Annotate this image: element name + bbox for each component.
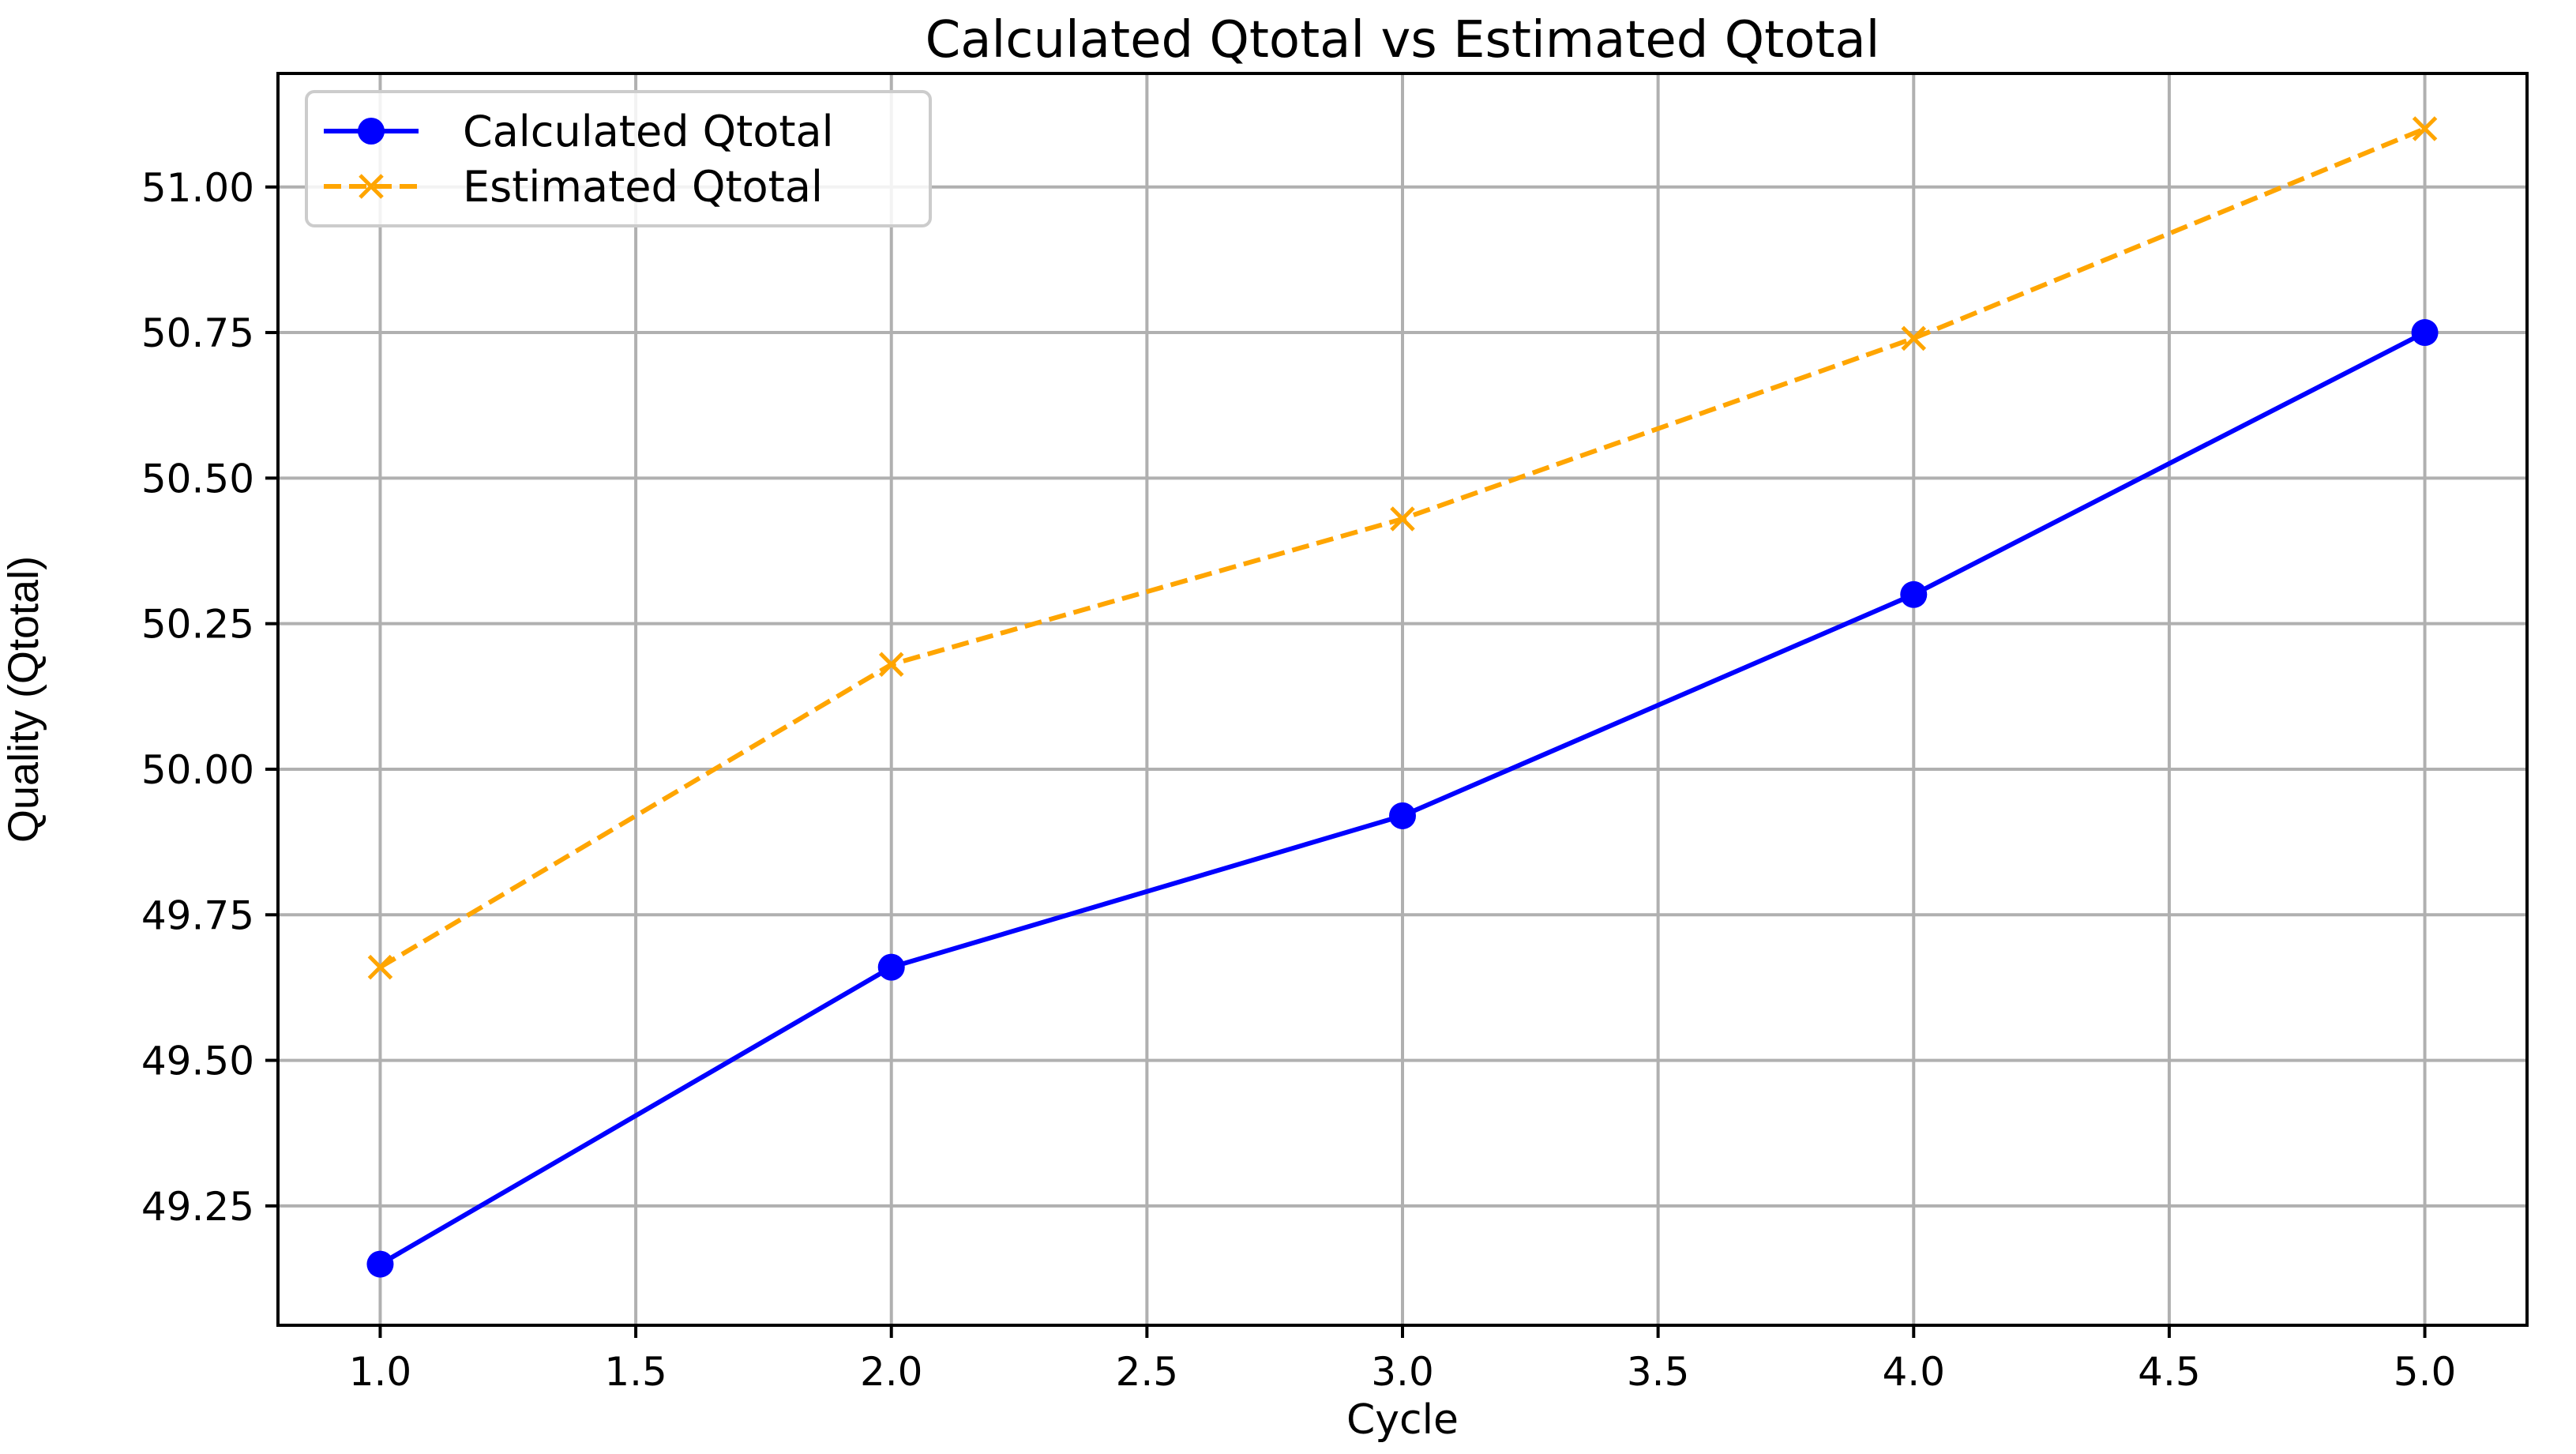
y-tick-label: 50.25 xyxy=(141,602,254,648)
y-tick-label: 49.50 xyxy=(141,1039,254,1084)
y-tick-label: 50.50 xyxy=(141,456,254,502)
x-tick-label: 5.0 xyxy=(2394,1349,2457,1395)
chart-title: Calculated Qtotal vs Estimated Qtotal xyxy=(926,11,1880,70)
data-point xyxy=(878,652,904,678)
x-tick-label: 1.5 xyxy=(604,1349,667,1395)
series xyxy=(366,116,2439,1278)
data-point xyxy=(1900,580,1928,608)
series-1 xyxy=(367,116,2438,980)
x-tick-label: 1.0 xyxy=(349,1349,412,1395)
x-tick-label: 2.0 xyxy=(860,1349,923,1395)
legend-label: Calculated Qtotal xyxy=(463,107,834,156)
x-tick-label: 3.0 xyxy=(1371,1349,1434,1395)
y-axis-label: Quality (Qtotal) xyxy=(0,556,47,843)
x-tick-label: 3.5 xyxy=(1627,1349,1690,1395)
data-point xyxy=(2411,319,2439,347)
grid xyxy=(278,73,2527,1325)
y-tick-label: 49.25 xyxy=(141,1184,254,1230)
legend-marker xyxy=(359,174,384,199)
y-tick-label: 51.00 xyxy=(141,165,254,211)
x-axis-label: Cycle xyxy=(1346,1396,1459,1444)
data-point xyxy=(877,953,905,981)
data-point xyxy=(1901,325,1927,351)
y-tick-label: 50.00 xyxy=(141,747,254,793)
legend: Calculated Qtotal Estimated Qtotal xyxy=(305,90,932,227)
data-point xyxy=(366,1250,394,1278)
series-0 xyxy=(366,319,2439,1278)
data-point xyxy=(2412,116,2438,141)
x-tick-label: 4.5 xyxy=(2138,1349,2201,1395)
data-point xyxy=(1390,506,1415,532)
legend-box xyxy=(305,90,932,227)
y-tick-label: 49.75 xyxy=(141,892,254,938)
legend-label: Estimated Qtotal xyxy=(463,162,823,212)
data-point xyxy=(1389,802,1416,829)
x-tick-label: 4.0 xyxy=(1883,1349,1946,1395)
ticks: 1.0 1.5 2.0 2.5 3.0 3.5 4.0 4.5 5.0 49.25 49.50 49.… xyxy=(141,165,2456,1395)
x-tick-label: 2.5 xyxy=(1116,1349,1179,1395)
y-tick-label: 50.75 xyxy=(141,310,254,356)
legend-marker xyxy=(358,118,385,145)
data-point xyxy=(367,954,393,980)
